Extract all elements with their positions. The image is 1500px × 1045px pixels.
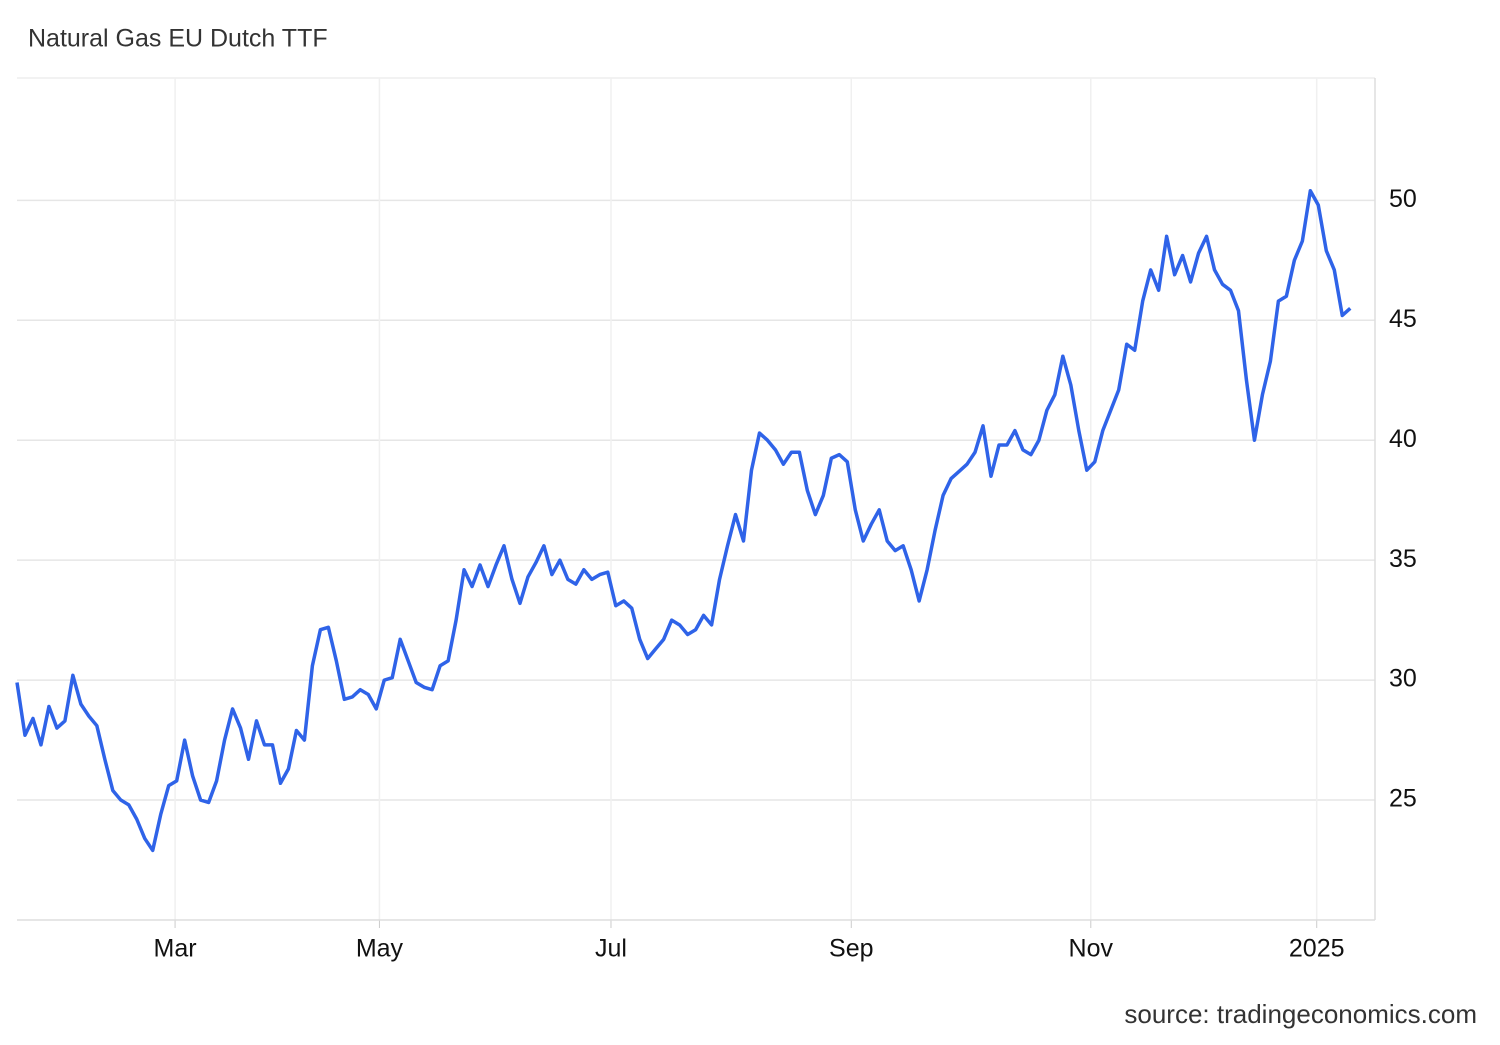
x-tick-label: Nov (1069, 935, 1114, 963)
y-tick-label: 35 (1389, 545, 1417, 573)
line (15, 188, 1352, 853)
y-tick-label: 50 (1389, 185, 1417, 213)
chart-title: Natural Gas EU Dutch TTF (28, 25, 328, 53)
x-tick-label: Sep (829, 935, 873, 963)
x-tick-label: 2025 (1289, 935, 1345, 963)
y-tick-label: 45 (1389, 305, 1417, 333)
y-tick-label: 40 (1389, 425, 1417, 453)
x-tick-label: Mar (154, 935, 197, 963)
x-tick-label: May (356, 935, 404, 963)
source: source: tradingeconomics.com (1124, 999, 1477, 1029)
y-tick-label: 30 (1389, 665, 1417, 693)
x-tick-label: Jul (595, 935, 627, 963)
y-tick-label: 25 (1389, 785, 1417, 813)
